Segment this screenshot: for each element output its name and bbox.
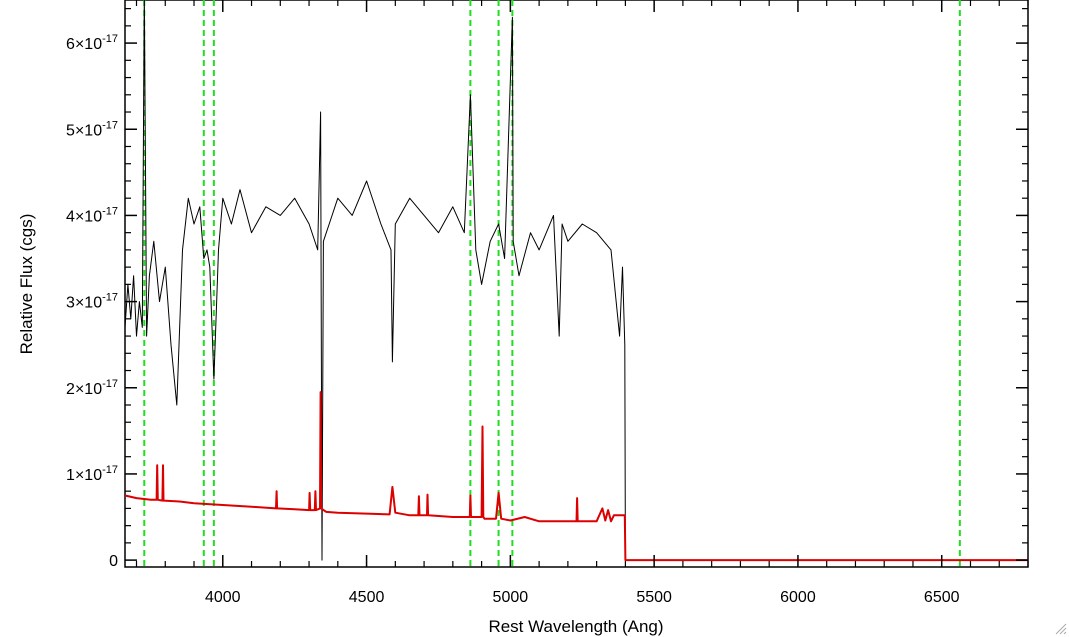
series-layer <box>124 0 1028 562</box>
y-axis-title: Relative Flux (cgs) <box>17 214 36 355</box>
reference-lines <box>143 0 961 567</box>
series-line-0 <box>124 0 1028 561</box>
plot-frame <box>124 0 1029 568</box>
series-line-1 <box>124 391 1028 562</box>
y-tick-label-6: 6×10-17 <box>66 33 118 53</box>
x-tick-label-2: 5000 <box>493 589 529 606</box>
y-tick-label-3: 3×10-17 <box>66 292 118 312</box>
ticks <box>125 0 1029 567</box>
x-tick-label-3: 5500 <box>636 589 672 606</box>
y-tick-label-4: 4×10-17 <box>66 205 118 225</box>
x-tick-labels: 4000 4500 5000 5500 6000 6500 <box>205 589 960 606</box>
y-tick-label-2: 2×10-17 <box>66 378 118 398</box>
x-tick-label-1: 4500 <box>349 589 385 606</box>
y-tick-label-0: 0 <box>109 553 118 570</box>
y-tick-label-1: 1×10-17 <box>66 464 118 484</box>
x-axis-title: Rest Wavelength (Ang) <box>488 617 663 636</box>
x-tick-label-5: 6500 <box>924 589 960 606</box>
x-tick-label-4: 6000 <box>780 589 816 606</box>
x-tick-label-0: 4000 <box>205 589 241 606</box>
resize-grip-icon[interactable] <box>1053 621 1067 635</box>
y-tick-label-5: 5×10-17 <box>66 119 118 139</box>
y-tick-labels: 0 1×10-17 2×10-17 3×10-17 4×10-17 5×10-17 6×10… <box>66 33 118 570</box>
